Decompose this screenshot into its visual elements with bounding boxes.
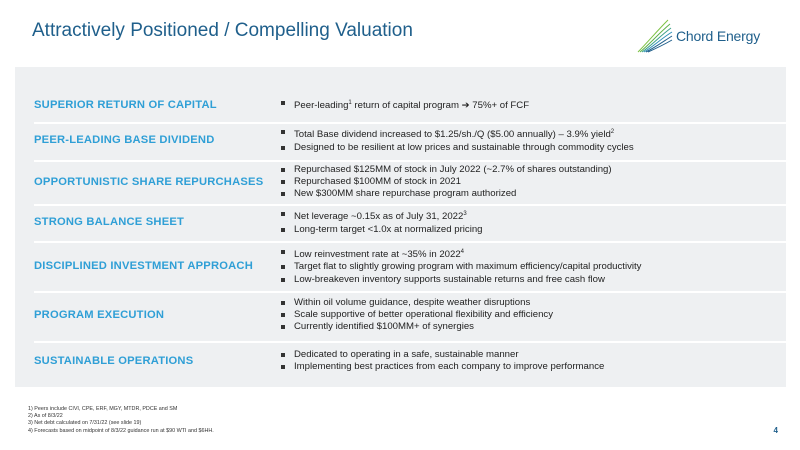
bullet-text: Net leverage ~0.15x as of July 31, 2022: [294, 211, 464, 223]
bullet-text: Implementing best practices from each co…: [294, 360, 605, 372]
bullet-list: Dedicated to operating in a safe, sustai…: [280, 349, 786, 374]
bullet-list: Repurchased $125MM of stock in July 2022…: [280, 164, 786, 201]
footnote: 3) Net debt calculated on 7/31/22 (see s…: [28, 420, 142, 427]
row-divider: [34, 241, 786, 243]
bullet-item: Low-breakeven inventory supports sustain…: [280, 274, 786, 286]
bullet-text: Dedicated to operating in a safe, sustai…: [294, 348, 519, 360]
bullet-list: Net leverage ~0.15x as of July 31, 20223…: [280, 208, 786, 236]
bullet-item: Scale supportive of better operational f…: [280, 309, 786, 321]
row-label: PEER-LEADING BASE DIVIDEND: [34, 133, 215, 146]
footnote-ref: 3: [463, 211, 467, 218]
summary-row: PROGRAM EXECUTION Within oil volume guida…: [34, 297, 786, 334]
row-label: SUPERIOR RETURN OF CAPITAL: [34, 98, 217, 111]
bullet-item: Repurchased $125MM of stock in July 2022…: [280, 164, 786, 176]
bullet-list: Peer-leading1 return of capital program …: [280, 97, 786, 112]
row-divider: [34, 341, 786, 343]
summary-row: STRONG BALANCE SHEET Net leverage ~0.15x …: [34, 208, 786, 236]
footnote-ref: 4: [460, 248, 465, 255]
logo-text: Chord Energy: [676, 28, 760, 44]
bullet-list: Low reinvestment rate at ~35% in 20224 Ta…: [280, 246, 786, 286]
footnote: 2) As of 8/3/22: [28, 413, 63, 420]
bullet-item: Target flat to slightly growing program …: [280, 261, 786, 273]
footnote: 4) Forecasts based on midpoint of 8/3/22…: [28, 427, 214, 434]
summary-panel: [15, 67, 786, 387]
summary-row: SUSTAINABLE OPERATIONS Dedicated to opera…: [34, 349, 786, 374]
row-divider: [34, 291, 786, 293]
row-divider: [34, 160, 786, 162]
bullet-text: New $300MM share repurchase program auth…: [294, 188, 517, 200]
bullet-text: Repurchased $100MM of stock in 2021: [294, 175, 461, 187]
row-divider: [34, 122, 786, 124]
bullet-text: Scale supportive of better operational f…: [294, 308, 554, 320]
footnote-ref: 1: [348, 100, 352, 107]
page-number: 4: [773, 426, 778, 435]
bullet-item: Implementing best practices from each co…: [280, 361, 786, 373]
bullet-item: Within oil volume guidance, despite weat…: [280, 297, 786, 309]
company-logo: Chord Energy: [634, 16, 760, 56]
row-divider: [34, 204, 786, 206]
bullet-item: Currently identified $100MM+ of synergie…: [280, 321, 786, 333]
bullet-item: Net leverage ~0.15x as of July 31, 20223: [280, 208, 786, 223]
footnote-ref: 2: [610, 129, 615, 136]
bullet-item: Designed to be resilient at low prices a…: [280, 142, 786, 154]
bullet-text: return of capital program ➔ 75%+ of FCF: [351, 100, 530, 112]
bullet-text: Total Base dividend increased to $1.25/s…: [294, 129, 611, 141]
footnotes: 1) Peers include CIVI, CPE, ERF, MGY, MT…: [28, 406, 214, 435]
bullet-item: Repurchased $100MM of stock in 2021: [280, 176, 786, 188]
summary-row: PEER-LEADING BASE DIVIDEND Total Base div…: [34, 126, 786, 154]
summary-row: DISCIPLINED INVESTMENT APPROACH Low reinv…: [34, 248, 786, 285]
bullet-item: New $300MM share repurchase program auth…: [280, 188, 786, 200]
bullet-item: Peer-leading1 return of capital program …: [280, 97, 786, 112]
row-label: STRONG BALANCE SHEET: [34, 215, 185, 228]
summary-row: SUPERIOR RETURN OF CAPITAL Peer-leading1 …: [34, 99, 786, 111]
bullet-item: Dedicated to operating in a safe, sustai…: [280, 349, 786, 361]
bullet-text: Peer-leading: [294, 100, 349, 112]
row-label: OPPORTUNISTIC SHARE REPURCHASES: [34, 175, 264, 188]
row-label: SUSTAINABLE OPERATIONS: [34, 354, 194, 367]
row-label: PROGRAM EXECUTION: [34, 308, 165, 321]
bullet-text: Long-term target <1.0x at normalized pri…: [294, 223, 483, 235]
bullet-list: Total Base dividend increased to $1.25/s…: [280, 126, 786, 154]
bullet-text: Currently identified $100MM+ of synergie…: [294, 321, 474, 333]
bullet-text: Low reinvestment rate at ~35% in 2022: [294, 249, 461, 261]
bullet-item: Low reinvestment rate at ~35% in 20224: [280, 246, 786, 261]
summary-row: OPPORTUNISTIC SHARE REPURCHASES Repurchas…: [34, 164, 786, 201]
bullet-text: Target flat to slightly growing program …: [294, 261, 642, 273]
bullet-list: Within oil volume guidance, despite weat…: [280, 297, 786, 334]
bullet-text: Low-breakeven inventory supports sustain…: [294, 273, 605, 285]
bullet-text: Repurchased $125MM of stock in July 2022…: [294, 163, 612, 175]
bullet-item: Total Base dividend increased to $1.25/s…: [280, 126, 786, 141]
row-label: DISCIPLINED INVESTMENT APPROACH: [34, 259, 253, 272]
bullet-item: Long-term target <1.0x at normalized pri…: [280, 224, 786, 236]
footnote: 1) Peers include CIVI, CPE, ERF, MGY, MT…: [28, 406, 178, 412]
bullet-text: Within oil volume guidance, despite weat…: [294, 296, 531, 308]
chord-energy-logo-icon: [637, 19, 673, 53]
slide-title: Attractively Positioned / Compelling Val…: [32, 20, 413, 41]
bullet-text: Designed to be resilient at low prices a…: [294, 141, 634, 153]
